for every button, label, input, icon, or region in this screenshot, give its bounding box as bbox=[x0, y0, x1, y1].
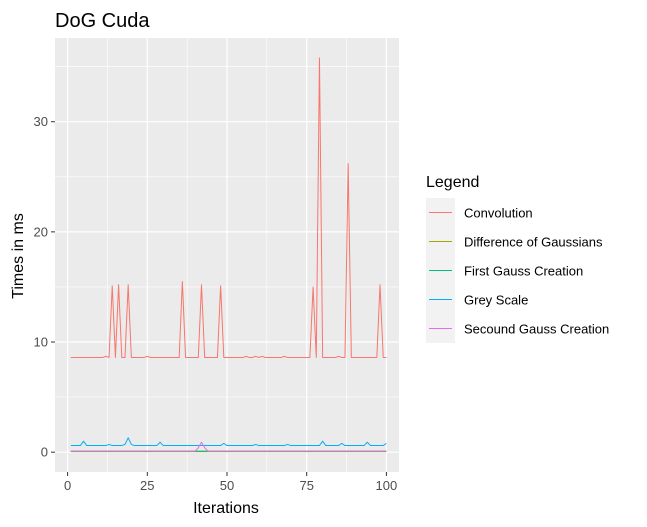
legend-label: Secound Gauss Creation bbox=[464, 322, 609, 337]
x-tick-label: 75 bbox=[299, 478, 313, 493]
legend-items: Convolution Difference of Gaussians First … bbox=[426, 198, 609, 343]
x-tick-label: 25 bbox=[140, 478, 154, 493]
legend-label: Grey Scale bbox=[464, 293, 528, 308]
x-axis-title: Iterations bbox=[193, 500, 259, 517]
x-tick-label: 50 bbox=[220, 478, 234, 493]
y-tick-label: 20 bbox=[34, 224, 48, 239]
y-tick-label: 10 bbox=[34, 335, 48, 350]
y-tick-label: 0 bbox=[41, 445, 48, 460]
axis-ticks: 0 25 50 75 100 0 10 20 30 bbox=[34, 114, 398, 493]
x-tick-label: 100 bbox=[376, 478, 398, 493]
y-axis-title: Times in ms bbox=[10, 213, 27, 299]
x-tick-label: 0 bbox=[64, 478, 71, 493]
series-line-secound-gauss-creation bbox=[70, 441, 387, 452]
major-gridlines bbox=[55, 38, 399, 472]
legend: Legend Convolution Difference of Gaussian… bbox=[426, 174, 609, 343]
series-lines bbox=[70, 57, 387, 453]
series-line-convolution bbox=[70, 57, 387, 358]
legend-label: Convolution bbox=[464, 206, 533, 221]
chart-title: DoG Cuda bbox=[55, 10, 150, 32]
legend-title: Legend bbox=[426, 174, 479, 191]
legend-label: First Gauss Creation bbox=[464, 264, 583, 279]
series-line-grey-scale bbox=[70, 437, 387, 447]
y-tick-label: 30 bbox=[34, 114, 48, 129]
legend-label: Difference of Gaussians bbox=[464, 235, 603, 250]
